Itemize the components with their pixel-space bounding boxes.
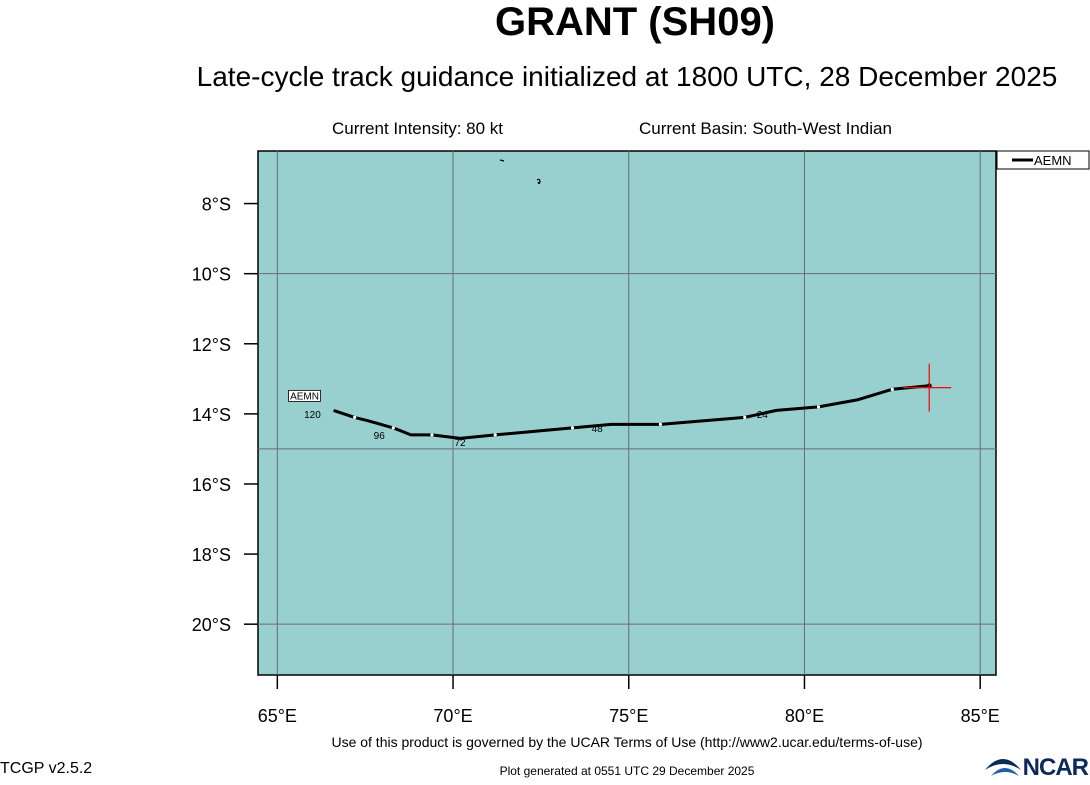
legend-box xyxy=(996,150,1090,170)
track-point xyxy=(570,426,575,430)
track-point xyxy=(493,433,497,437)
current-intensity: Current Intensity: 80 kt xyxy=(332,119,504,138)
track-point xyxy=(816,405,821,409)
chart-subtitle: Late-cycle track guidance initialized at… xyxy=(196,61,1058,92)
islands xyxy=(499,159,541,185)
generation-time: Plot generated at 0551 UTC 29 December 2… xyxy=(499,764,755,778)
forecast-hour-label: 72 xyxy=(455,438,467,449)
ncar-logo: NCAR xyxy=(983,750,1090,781)
terms-of-use: Use of this product is governed by the U… xyxy=(331,734,923,750)
lon-tick-label: 70°E xyxy=(433,706,472,726)
island-shape xyxy=(536,178,541,185)
track-layer: 24 48 72 96 120 AEMN xyxy=(288,383,932,449)
forecast-hour-label: 24 xyxy=(757,410,769,421)
track-point xyxy=(743,415,747,419)
forecast-hour-label: 48 xyxy=(592,424,604,435)
lon-tick-label: 65°E xyxy=(258,706,297,726)
forecast-hour-label: 96 xyxy=(374,431,386,442)
legend-label: AEMN xyxy=(1034,153,1072,168)
island-shape xyxy=(499,159,505,162)
lat-tick-label: 16°S xyxy=(192,475,231,495)
axis-ticks: 8°S 10°S 12°S 14°S 16°S 18°S 20°S 65°E 70°E 75°E 8… xyxy=(192,195,1000,726)
ncar-logo-mark xyxy=(985,759,1021,776)
track-point xyxy=(430,433,434,437)
legend: AEMN xyxy=(996,150,1090,170)
track-point xyxy=(391,426,395,430)
ncar-logo-text: NCAR xyxy=(1022,754,1089,781)
lon-tick-label: 80°E xyxy=(785,706,824,726)
map-ocean xyxy=(257,150,997,676)
current-position-marker xyxy=(903,363,952,412)
lat-tick-label: 18°S xyxy=(192,545,231,565)
map-grid xyxy=(258,151,996,675)
chart-title: GRANT (SH09) xyxy=(494,0,776,44)
version-label: TCGP v2.5.2 xyxy=(0,760,93,777)
track-end-label: AEMN xyxy=(290,391,319,402)
lon-tick-label: 75°E xyxy=(609,706,648,726)
lat-tick-label: 20°S xyxy=(192,615,231,635)
forecast-hour-label: 120 xyxy=(304,410,321,421)
lon-tick-label: 85°E xyxy=(961,706,1000,726)
lat-tick-label: 14°S xyxy=(192,405,231,425)
lat-tick-label: 10°S xyxy=(192,265,231,285)
track-point xyxy=(353,415,357,419)
current-basin: Current Basin: South-West Indian xyxy=(639,119,892,138)
lat-tick-label: 12°S xyxy=(192,335,231,355)
track-point xyxy=(658,422,662,426)
lat-tick-label: 8°S xyxy=(202,195,231,215)
track-point xyxy=(890,387,894,391)
track-end-label-box xyxy=(288,389,321,402)
